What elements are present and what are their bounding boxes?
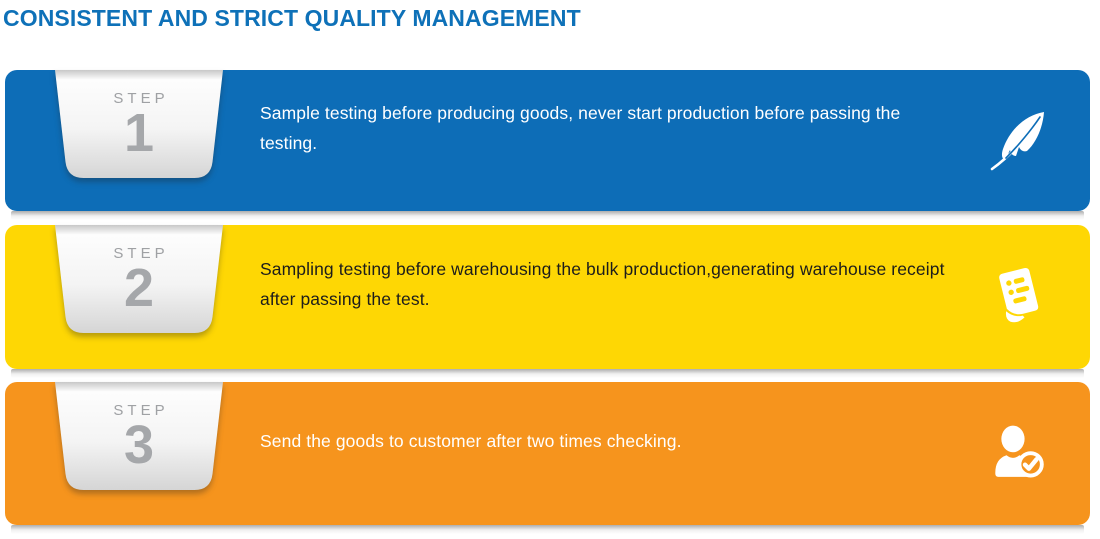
step-3-tab: STEP 3 (55, 382, 223, 490)
step-1-description: Sample testing before producing goods, n… (260, 102, 901, 153)
customer-approved-icon (988, 421, 1050, 487)
step-row-1: STEP 1 Sample testing before producing g… (5, 70, 1090, 220)
bar-drop-shadow (11, 369, 1084, 378)
bar-drop-shadow (11, 211, 1084, 220)
step-number: 3 (123, 415, 155, 475)
step-2-tab: STEP 2 (55, 225, 223, 333)
step-label: STEP (113, 245, 169, 262)
page-title: CONSISTENT AND STRICT QUALITY MANAGEMENT (3, 5, 581, 31)
feather-icon (988, 108, 1050, 174)
step-number: 1 (123, 103, 155, 163)
step-row-3: STEP 3 Send the goods to customer after … (5, 382, 1090, 534)
step-label: STEP (113, 402, 169, 419)
receipt-checklist-icon (988, 264, 1050, 330)
step-label: STEP (113, 90, 169, 107)
step-row-2: STEP 2 Sampling testing before warehousi… (5, 225, 1090, 378)
step-3-description: Send the goods to customer after two tim… (260, 430, 682, 451)
step-number: 2 (123, 258, 155, 318)
step-1-tab: STEP 1 (55, 70, 223, 178)
step-2-description: Sampling testing before warehousing the … (260, 259, 945, 309)
bar-drop-shadow (11, 525, 1084, 534)
